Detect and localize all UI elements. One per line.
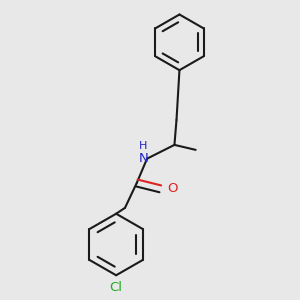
Text: Cl: Cl bbox=[110, 281, 123, 294]
Text: H: H bbox=[139, 141, 147, 151]
Text: N: N bbox=[139, 152, 148, 165]
Text: O: O bbox=[168, 182, 178, 195]
